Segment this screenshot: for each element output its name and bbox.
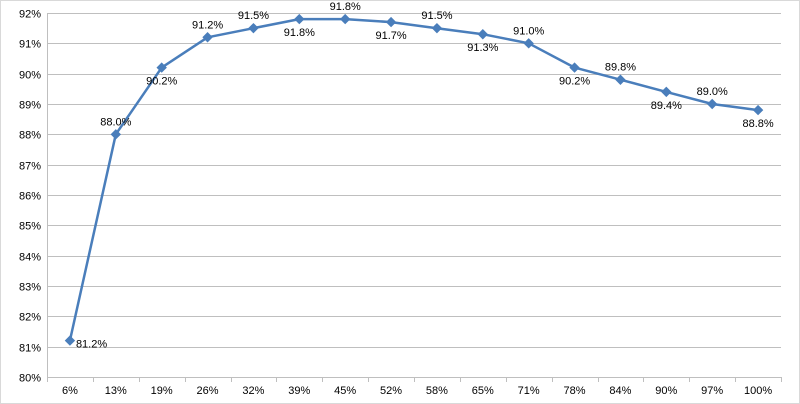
data-label: 91.0%: [513, 25, 544, 37]
y-tick-label: 84%: [19, 252, 41, 264]
x-tick-label: 6%: [62, 385, 78, 397]
data-point-marker: [706, 98, 718, 110]
series-line: [68, 17, 759, 341]
x-tick-label: 100%: [744, 385, 772, 397]
y-tick-label: 80%: [19, 373, 41, 385]
data-label: 88.8%: [742, 118, 773, 130]
y-tick-label: 91%: [19, 39, 41, 51]
y-tick-label: 89%: [19, 100, 41, 112]
data-point-marker: [110, 129, 122, 140]
x-tick-label: 84%: [609, 385, 631, 397]
data-point-marker: [385, 16, 397, 28]
data-label: 88.0%: [100, 116, 131, 128]
y-tick-label: 82%: [19, 312, 41, 324]
series-layer: [64, 13, 764, 346]
x-tick-label: 39%: [288, 385, 310, 397]
x-axis-tick-labels: 6% 13% 19% 26% 32% 39% 45% 52% 58% 65% 71% 78% 84% 90…: [62, 385, 772, 397]
data-point-marker: [202, 32, 213, 43]
y-tick-label: 90%: [19, 70, 41, 82]
data-point-marker: [294, 13, 305, 25]
data-label: 90.2%: [559, 76, 590, 88]
axes: [47, 13, 782, 382]
data-point-marker: [248, 22, 259, 34]
x-tick-label: 32%: [242, 385, 264, 397]
data-label: 91.7%: [375, 30, 406, 42]
data-point-marker: [615, 74, 626, 85]
y-tick-label: 87%: [19, 161, 41, 173]
x-tick-label: 58%: [426, 385, 448, 397]
y-tick-label: 92%: [19, 9, 41, 21]
data-point-marker: [523, 38, 534, 49]
data-point-marker: [477, 29, 489, 40]
data-label: 91.8%: [284, 27, 315, 39]
data-point-marker: [64, 335, 76, 346]
data-point-marker: [431, 22, 443, 34]
data-label: 91.2%: [192, 19, 223, 31]
data-label: 81.2%: [76, 339, 107, 351]
data-point-marker: [156, 62, 167, 73]
y-tick-label: 85%: [19, 221, 41, 233]
x-tick-label: 78%: [564, 385, 586, 397]
data-label: 91.3%: [467, 42, 498, 54]
data-label: 89.8%: [605, 62, 636, 74]
x-tick-label: 97%: [701, 385, 723, 397]
data-labels: 81.2% 88.0% 90.2% 91.2% 91.5% 91.8% 91.8% 91.7%…: [76, 1, 774, 351]
y-tick-label: 86%: [19, 191, 41, 203]
x-tick-label: 26%: [197, 385, 219, 397]
x-tick-label: 52%: [380, 385, 402, 397]
y-tick-label: 88%: [19, 130, 41, 142]
y-tick-label: 81%: [19, 343, 41, 355]
y-tick-label: 83%: [19, 282, 41, 294]
data-label: 90.2%: [146, 76, 177, 88]
data-point-marker: [752, 104, 764, 116]
x-tick-label: 19%: [151, 385, 173, 397]
x-tick-label: 45%: [334, 385, 356, 397]
data-label: 91.5%: [238, 10, 269, 22]
data-label: 91.5%: [421, 10, 452, 22]
data-label: 89.0%: [697, 86, 728, 98]
x-tick-label: 71%: [518, 385, 540, 397]
x-tick-label: 65%: [472, 385, 494, 397]
x-tick-label: 90%: [655, 385, 677, 397]
data-point-marker: [569, 62, 580, 73]
x-tick-label: 13%: [105, 385, 127, 397]
data-label: 89.4%: [651, 100, 682, 112]
gridlines: [47, 13, 781, 378]
data-label: 91.8%: [330, 1, 361, 13]
data-point-marker: [339, 13, 351, 25]
y-axis-tick-labels: 80% 81% 82% 83% 84% 85% 86% 87% 88% 89% 90% 91% 92%: [19, 9, 41, 385]
data-point-marker: [661, 86, 672, 98]
